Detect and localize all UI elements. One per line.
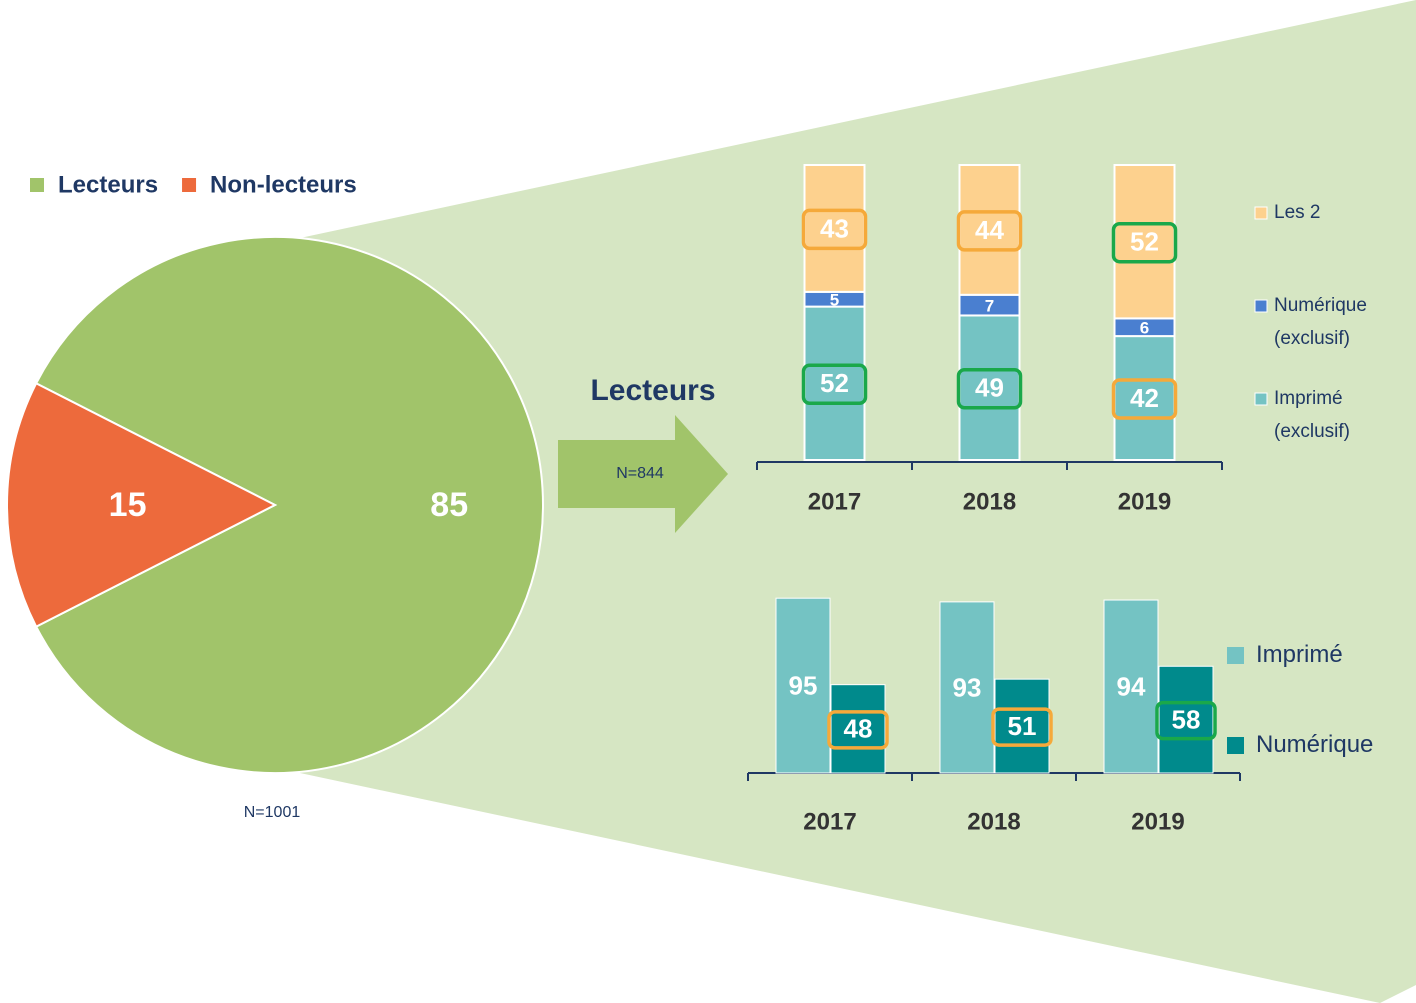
value-label: 44 bbox=[975, 215, 1004, 245]
value-label: 58 bbox=[1172, 705, 1201, 735]
value-label: 93 bbox=[953, 672, 982, 702]
arrow bbox=[558, 415, 728, 533]
slice-label: 15 bbox=[109, 486, 147, 524]
legend-label: Imprimé bbox=[1256, 641, 1343, 668]
value-label: 95 bbox=[789, 670, 818, 700]
value-label: 49 bbox=[975, 373, 1004, 403]
value-label: 5 bbox=[830, 291, 839, 310]
highlight-box bbox=[956, 367, 1023, 410]
value-label: 52 bbox=[820, 368, 849, 398]
legend-label: Imprimé (exclusif) bbox=[1274, 388, 1351, 442]
highlight-box bbox=[991, 707, 1053, 747]
x-tick-label: 2017 bbox=[808, 488, 861, 515]
legend-swatch bbox=[30, 178, 44, 192]
bar bbox=[1113, 164, 1176, 320]
value-label: 51 bbox=[1008, 711, 1037, 741]
x-tick-label: 2019 bbox=[1131, 808, 1184, 835]
arrow-note: N=844 bbox=[616, 465, 664, 482]
legend-swatch bbox=[1227, 647, 1244, 664]
value-label: 43 bbox=[820, 213, 849, 243]
value-label: 6 bbox=[1140, 319, 1149, 338]
x-tick-label: 2017 bbox=[803, 808, 856, 835]
bar bbox=[994, 678, 1050, 774]
bar bbox=[939, 601, 995, 774]
highlight-box bbox=[827, 710, 889, 750]
legend-label: Numérique bbox=[1256, 731, 1374, 758]
legend-swatch bbox=[182, 178, 197, 192]
x-tick-label: 2018 bbox=[963, 488, 1016, 515]
pie-slice bbox=[6, 381, 278, 629]
pie-note: N=1001 bbox=[244, 804, 301, 821]
pie-slice bbox=[34, 236, 544, 774]
legend-swatch bbox=[1254, 206, 1268, 220]
bar bbox=[775, 597, 831, 774]
legend-label: Lecteurs bbox=[58, 171, 158, 198]
value-label: 7 bbox=[985, 297, 994, 316]
highlight-box bbox=[1111, 378, 1178, 420]
value-label: 52 bbox=[1130, 227, 1159, 257]
legend-label: Numérique (exclusif) bbox=[1274, 295, 1367, 349]
bar bbox=[1103, 599, 1159, 774]
value-label: 94 bbox=[1117, 671, 1146, 701]
arrow-title: Lecteurs bbox=[590, 374, 715, 407]
slice-label: 85 bbox=[430, 486, 468, 524]
highlight-box bbox=[1155, 700, 1217, 741]
highlight-box bbox=[801, 208, 868, 251]
bar bbox=[1158, 665, 1214, 774]
x-tick-label: 2019 bbox=[1118, 488, 1171, 515]
highlight-box bbox=[956, 210, 1023, 252]
legend-swatch bbox=[1254, 392, 1268, 406]
highlight-box bbox=[1111, 221, 1178, 264]
legend-swatch bbox=[1254, 299, 1268, 313]
legend-label: Les 2 bbox=[1274, 202, 1321, 223]
bar bbox=[958, 164, 1021, 296]
value-label: 48 bbox=[844, 714, 873, 744]
legend-swatch bbox=[1227, 737, 1244, 754]
highlight-box bbox=[801, 363, 868, 406]
legend-label: Non-lecteurs bbox=[210, 171, 357, 198]
x-tick-label: 2018 bbox=[967, 808, 1020, 835]
value-label: 42 bbox=[1130, 383, 1159, 413]
bar bbox=[830, 684, 886, 774]
